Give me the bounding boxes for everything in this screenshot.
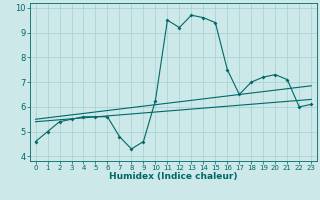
X-axis label: Humidex (Indice chaleur): Humidex (Indice chaleur) xyxy=(109,172,238,181)
